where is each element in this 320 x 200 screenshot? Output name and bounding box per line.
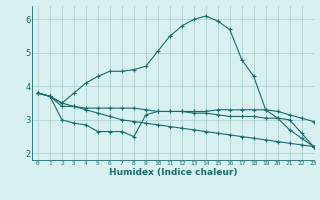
X-axis label: Humidex (Indice chaleur): Humidex (Indice chaleur) [108, 168, 237, 177]
